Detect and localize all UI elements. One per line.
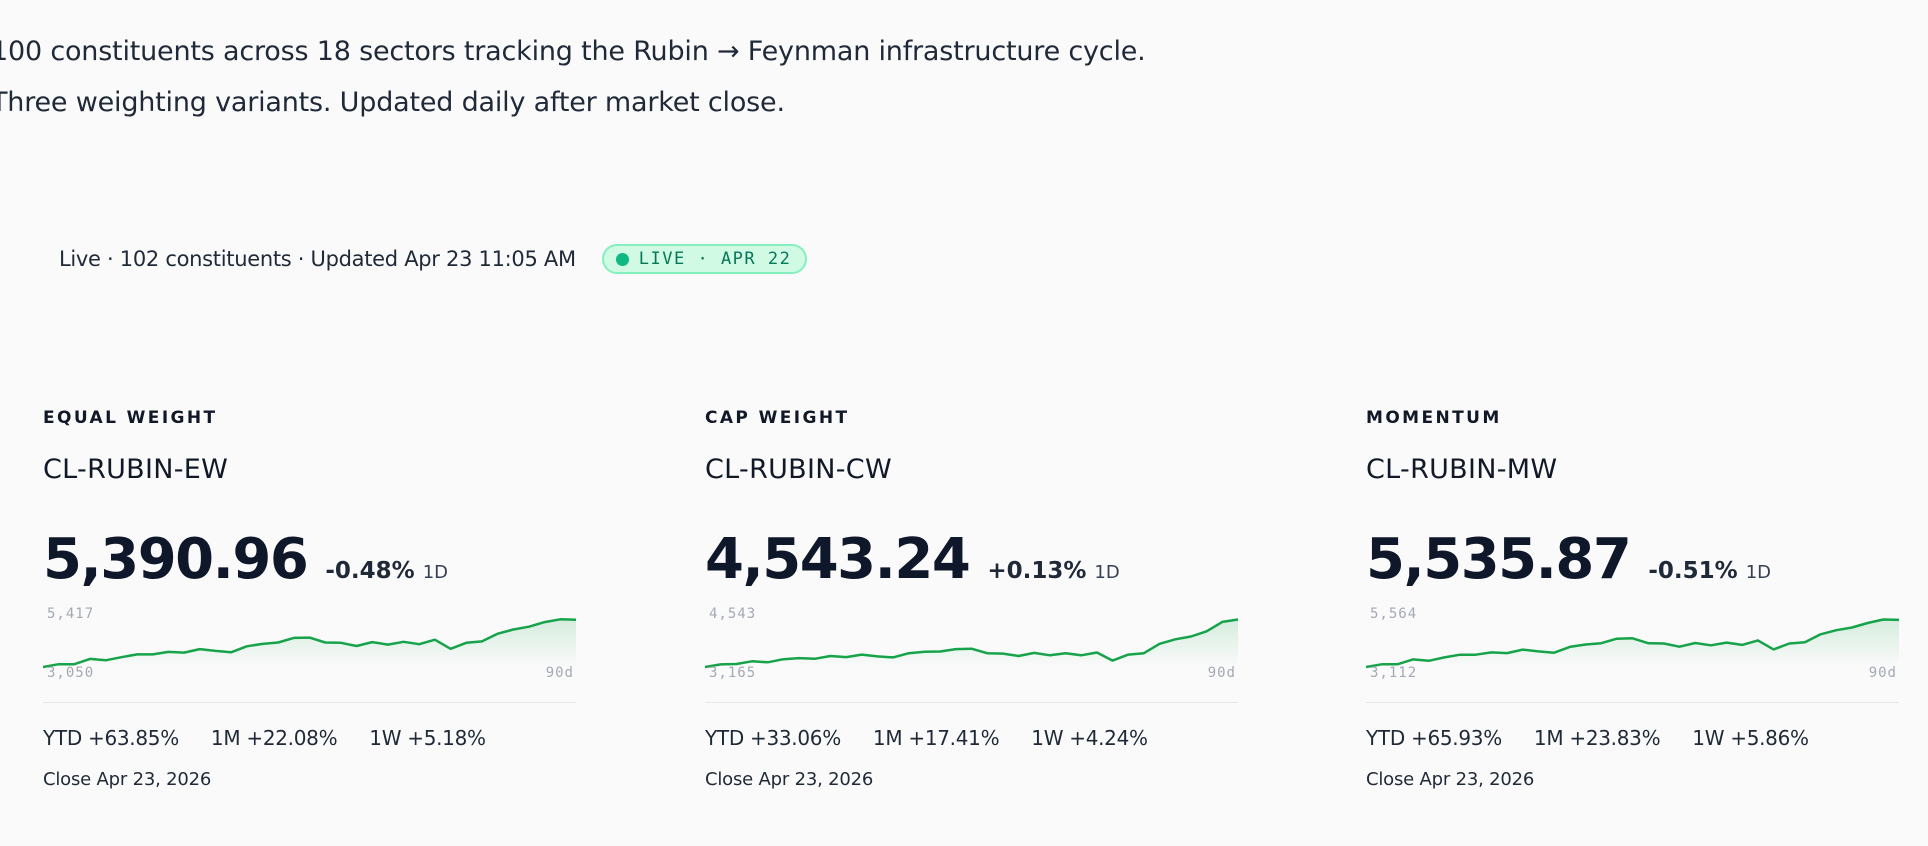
change-percent: -0.51% (1648, 558, 1738, 584)
change-period: 1D (422, 562, 448, 583)
status-bar: Live · 102 constituents · Updated Apr 23… (59, 244, 808, 274)
index-card-cl-rubin-ew[interactable]: EQUAL WEIGHT CL-RUBIN-EW 5,390.96 -0.48%… (43, 408, 576, 790)
sparkline-area (43, 619, 576, 667)
price-value: 4,543.24 (705, 527, 971, 592)
variant-label: MOMENTUM (1366, 408, 1502, 428)
close-date: Close Apr 23, 2026 (43, 769, 212, 790)
stat-ytd: YTD +65.93% (1366, 726, 1502, 750)
stat-1w: 1W +4.24% (1031, 726, 1148, 750)
live-badge: LIVE · APR 22 (601, 244, 808, 274)
ticker: CL-RUBIN-MW (1366, 454, 1558, 485)
span-label: 90d (1868, 665, 1897, 681)
sparkline-svg (1366, 618, 1899, 669)
sparkline-svg (705, 618, 1238, 669)
max-label: 5,564 (1370, 606, 1418, 622)
divider (1366, 702, 1899, 703)
stat-1m: 1M +22.08% (210, 726, 338, 750)
index-card-cl-rubin-cw[interactable]: CAP WEIGHT CL-RUBIN-CW 4,543.24 +0.13% 1… (705, 408, 1238, 790)
min-label: 3,112 (1370, 665, 1418, 681)
sparkline-chart: 5,564 3,112 90d (1366, 606, 1899, 681)
price-row: 5,390.96 -0.48% 1D (43, 527, 576, 592)
ticker: CL-RUBIN-EW (43, 454, 229, 485)
ticker: CL-RUBIN-CW (705, 454, 892, 485)
close-date: Close Apr 23, 2026 (705, 769, 874, 790)
intro-line-2: Three weighting variants. Updated daily … (0, 87, 785, 118)
max-label: 5,417 (47, 606, 95, 622)
stat-1m: 1M +23.83% (1533, 726, 1661, 750)
live-badge-label: LIVE · APR 22 (638, 249, 792, 269)
divider (705, 702, 1238, 703)
min-label: 3,050 (47, 665, 95, 681)
change-period: 1D (1745, 562, 1771, 583)
span-label: 90d (545, 665, 574, 681)
change-percent: +0.13% (987, 558, 1087, 584)
sparkline-area (1366, 619, 1899, 667)
price-row: 4,543.24 +0.13% 1D (705, 527, 1238, 592)
stat-1w: 1W +5.18% (369, 726, 486, 750)
intro-line-1: 100 constituents across 18 sectors track… (0, 36, 1146, 67)
index-card-cl-rubin-mw[interactable]: MOMENTUM CL-RUBIN-MW 5,535.87 -0.51% 1D … (1366, 408, 1899, 790)
stat-1m: 1M +17.41% (872, 726, 1000, 750)
status-text: Live · 102 constituents · Updated Apr 23… (59, 247, 576, 271)
stat-1w: 1W +5.86% (1692, 726, 1809, 750)
change-percent: -0.48% (325, 558, 415, 584)
change-period: 1D (1094, 562, 1120, 583)
returns-row: YTD +65.93% 1M +23.83% 1W +5.86% (1366, 726, 1899, 750)
price-value: 5,535.87 (1366, 527, 1632, 592)
sparkline-chart: 4,543 3,165 90d (705, 606, 1238, 681)
sparkline-chart: 5,417 3,050 90d (43, 606, 576, 681)
max-label: 4,543 (709, 606, 757, 622)
span-label: 90d (1207, 665, 1236, 681)
sparkline-line (705, 618, 1238, 669)
price-row: 5,535.87 -0.51% 1D (1366, 527, 1899, 592)
live-dot-icon (615, 252, 629, 266)
stat-ytd: YTD +33.06% (705, 726, 841, 750)
min-label: 3,165 (709, 665, 757, 681)
returns-row: YTD +63.85% 1M +22.08% 1W +5.18% (43, 726, 576, 750)
intro-text: 100 constituents across 18 sectors track… (0, 26, 1146, 128)
sparkline-line (1366, 618, 1899, 669)
sparkline-line (43, 618, 576, 669)
sparkline-svg (43, 618, 576, 669)
variant-label: CAP WEIGHT (705, 408, 850, 428)
returns-row: YTD +33.06% 1M +17.41% 1W +4.24% (705, 726, 1238, 750)
variant-label: EQUAL WEIGHT (43, 408, 218, 428)
close-date: Close Apr 23, 2026 (1366, 769, 1535, 790)
price-value: 5,390.96 (43, 527, 309, 592)
stat-ytd: YTD +63.85% (43, 726, 179, 750)
divider (43, 702, 576, 703)
